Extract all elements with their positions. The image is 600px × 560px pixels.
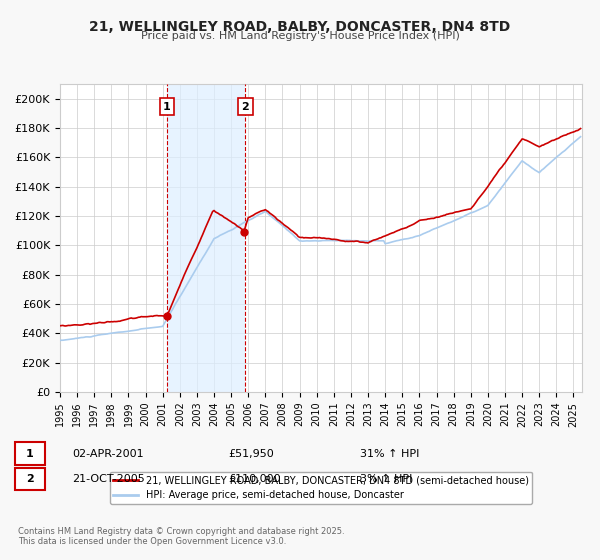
Text: £51,950: £51,950 bbox=[228, 449, 274, 459]
Text: 31% ↑ HPI: 31% ↑ HPI bbox=[360, 449, 419, 459]
Text: 2: 2 bbox=[26, 474, 34, 484]
Text: Contains HM Land Registry data © Crown copyright and database right 2025.
This d: Contains HM Land Registry data © Crown c… bbox=[18, 526, 344, 546]
Text: 3% ↑ HPI: 3% ↑ HPI bbox=[360, 474, 412, 484]
Text: 2: 2 bbox=[241, 101, 249, 111]
Bar bbox=[167, 84, 245, 392]
FancyBboxPatch shape bbox=[15, 468, 45, 490]
Text: 21, WELLINGLEY ROAD, BALBY, DONCASTER, DN4 8TD: 21, WELLINGLEY ROAD, BALBY, DONCASTER, D… bbox=[89, 20, 511, 34]
Text: 1: 1 bbox=[163, 101, 171, 111]
Text: 02-APR-2001: 02-APR-2001 bbox=[72, 449, 143, 459]
Text: Price paid vs. HM Land Registry's House Price Index (HPI): Price paid vs. HM Land Registry's House … bbox=[140, 31, 460, 41]
FancyBboxPatch shape bbox=[15, 442, 45, 465]
Text: £110,000: £110,000 bbox=[228, 474, 281, 484]
Text: 1: 1 bbox=[26, 449, 34, 459]
Legend: 21, WELLINGLEY ROAD, BALBY, DONCASTER, DN4 8TD (semi-detached house), HPI: Avera: 21, WELLINGLEY ROAD, BALBY, DONCASTER, D… bbox=[110, 472, 532, 504]
Text: 21-OCT-2005: 21-OCT-2005 bbox=[72, 474, 145, 484]
